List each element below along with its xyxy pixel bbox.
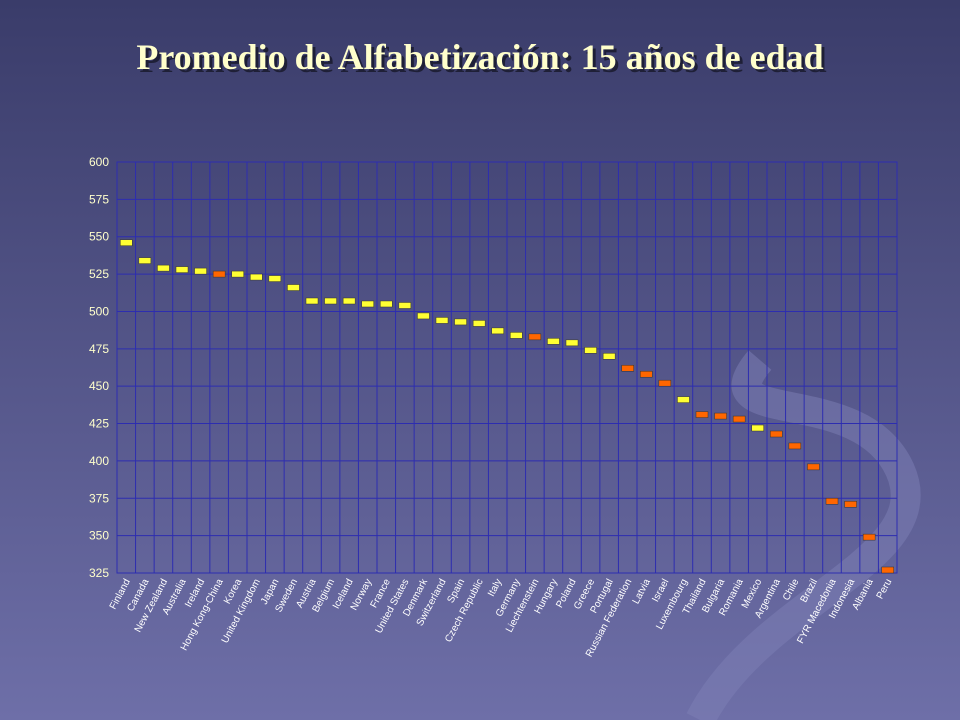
y-tick-label: 425 <box>89 417 109 431</box>
decoration <box>686 350 921 720</box>
y-tick-label: 600 <box>89 155 109 169</box>
y-tick-label: 400 <box>89 454 109 468</box>
marker <box>342 297 356 305</box>
marker <box>398 302 412 309</box>
y-tick-label: 375 <box>89 491 109 505</box>
y-tick-label: 500 <box>89 304 109 318</box>
marker <box>584 347 597 354</box>
marker <box>695 411 709 418</box>
marker <box>361 300 374 308</box>
marker <box>194 267 207 275</box>
marker <box>621 364 634 372</box>
chart-title: Promedio de Alfabetización: 15 años de e… <box>136 37 823 77</box>
title-shadow: Promedio de Alfabetización: 15 años de e… <box>139 40 826 80</box>
marker <box>231 270 244 278</box>
marker <box>510 332 523 339</box>
marker <box>212 270 226 278</box>
marker <box>565 339 579 347</box>
marker <box>881 566 894 574</box>
marker <box>138 257 152 264</box>
y-tick-label: 475 <box>89 342 109 356</box>
y-tick-label: 325 <box>89 566 109 580</box>
marker <box>658 379 672 387</box>
marker <box>380 300 393 308</box>
marker <box>788 442 802 450</box>
y-tick-label: 450 <box>89 379 109 393</box>
marker <box>157 264 170 272</box>
y-tick-label: 575 <box>89 192 109 206</box>
y-tick-label: 350 <box>89 529 109 543</box>
marker <box>825 498 839 505</box>
marker <box>714 412 727 420</box>
marker <box>844 501 857 508</box>
marker <box>491 327 504 335</box>
marker <box>324 297 337 305</box>
marker <box>862 533 876 541</box>
marker <box>305 297 319 305</box>
marker <box>732 415 746 423</box>
marker <box>287 284 300 291</box>
marker <box>677 396 690 403</box>
marker <box>417 312 430 320</box>
marker <box>751 424 764 432</box>
marker <box>547 338 560 345</box>
marker <box>602 353 616 360</box>
y-tick-label: 525 <box>89 267 109 281</box>
marker <box>640 370 653 378</box>
marker <box>435 317 449 324</box>
marker <box>770 430 783 438</box>
marker <box>454 318 467 326</box>
marker <box>528 333 542 341</box>
marker <box>120 239 133 246</box>
marker <box>268 275 282 282</box>
y-tick-label: 550 <box>89 230 109 244</box>
marker <box>250 273 263 281</box>
marker <box>175 266 189 273</box>
marker <box>807 463 820 471</box>
marker <box>472 320 486 327</box>
